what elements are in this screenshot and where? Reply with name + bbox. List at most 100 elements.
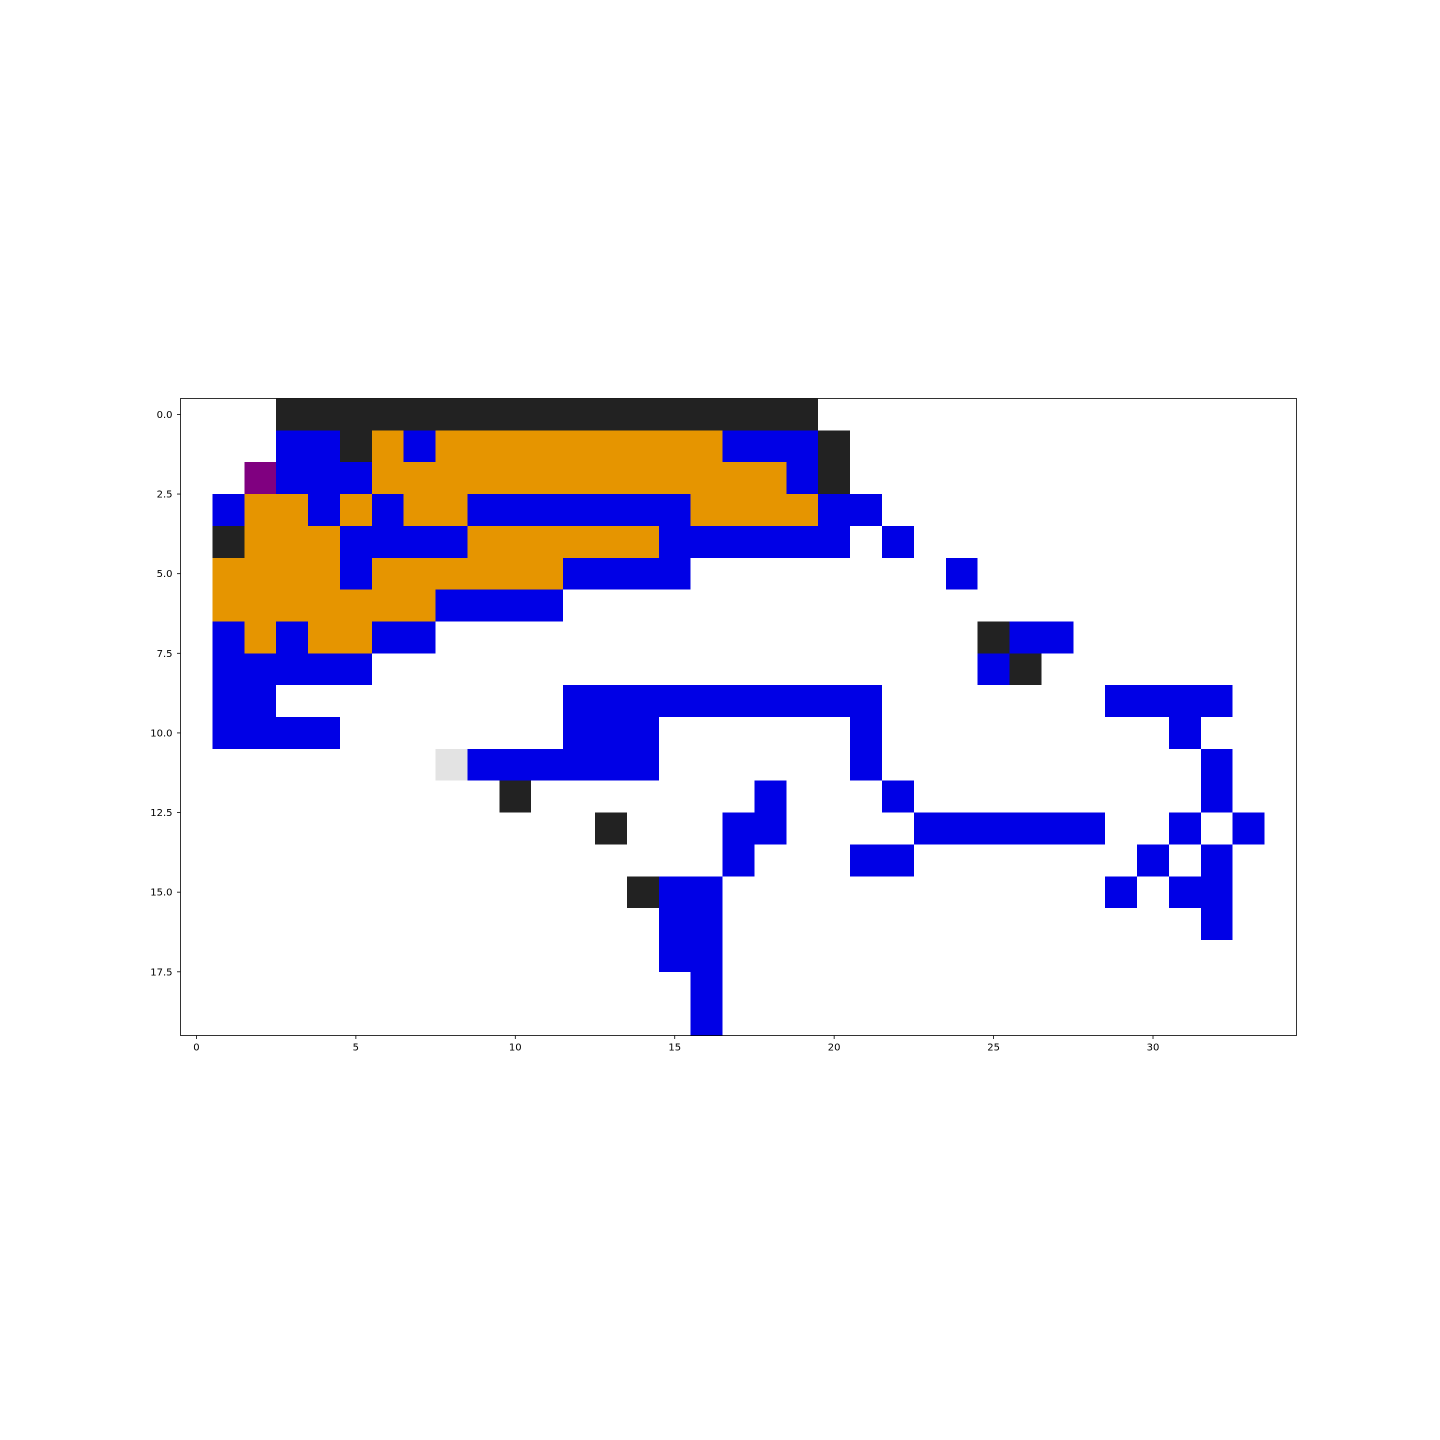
heatmap-cell <box>786 430 819 463</box>
heatmap-cell <box>690 971 724 1005</box>
heatmap-cell <box>881 812 915 845</box>
heatmap-cell <box>371 780 405 814</box>
heatmap-cell <box>435 525 469 559</box>
heatmap-cell <box>945 812 979 845</box>
heatmap-cell <box>435 621 469 654</box>
heatmap-cell <box>244 494 277 527</box>
heatmap-cell <box>1105 844 1138 877</box>
heatmap-cell <box>786 685 819 718</box>
heatmap-cell <box>339 621 373 654</box>
heatmap-cell <box>945 430 979 463</box>
heatmap-cell <box>339 525 373 559</box>
heatmap-cell <box>212 430 245 463</box>
heatmap-cell <box>339 812 373 845</box>
heatmap-cell <box>690 812 724 845</box>
heatmap-cell <box>371 1003 405 1037</box>
heatmap-cell <box>563 525 596 559</box>
heatmap-cell <box>1168 589 1202 623</box>
heatmap-cell <box>658 462 692 495</box>
heatmap-cell <box>1073 717 1106 750</box>
heatmap-cell <box>308 685 341 718</box>
heatmap-cell <box>977 717 1011 750</box>
heatmap-cell <box>850 908 883 941</box>
heatmap-cell <box>881 430 915 463</box>
heatmap-cell <box>595 717 628 750</box>
heatmap-cell <box>850 430 883 463</box>
heatmap-cell <box>1232 653 1266 686</box>
heatmap-cell <box>722 939 756 973</box>
heatmap-cell <box>244 717 277 750</box>
heatmap-cell <box>563 589 596 623</box>
heatmap-cell <box>339 494 373 527</box>
heatmap-cell <box>499 430 532 463</box>
heatmap-cell <box>1137 876 1170 909</box>
heatmap-cell <box>435 589 469 623</box>
heatmap-cell <box>977 876 1011 909</box>
heatmap-cell <box>531 525 564 559</box>
heatmap-cell <box>339 971 373 1005</box>
heatmap-cell <box>1200 812 1234 845</box>
heatmap-cell <box>1009 1003 1043 1037</box>
heatmap-cell <box>977 525 1011 559</box>
heatmap-cell <box>754 1003 787 1037</box>
heatmap-cell <box>1041 621 1074 654</box>
heatmap-cell <box>1105 462 1138 495</box>
heatmap-cell <box>403 1003 437 1037</box>
heatmap-cell <box>308 430 341 463</box>
heatmap-cell <box>690 908 724 941</box>
heatmap-cell <box>499 494 532 527</box>
heatmap-cell <box>754 971 787 1005</box>
heatmap-cell <box>754 621 787 654</box>
heatmap-cell <box>881 494 915 527</box>
heatmap-cell <box>786 844 819 877</box>
heatmap-cell <box>499 557 532 591</box>
heatmap-cell <box>1168 430 1202 463</box>
heatmap-cell <box>818 621 851 654</box>
heatmap-cell <box>403 621 437 654</box>
heatmap-cell <box>1264 494 1298 527</box>
heatmap-cell <box>403 685 437 718</box>
heatmap-cell <box>180 908 213 941</box>
heatmap-cell <box>1200 908 1234 941</box>
heatmap-cell <box>690 685 724 718</box>
heatmap-cell <box>308 1003 341 1037</box>
heatmap-cell <box>945 557 979 591</box>
heatmap-cell <box>818 462 851 495</box>
heatmap-cell <box>499 1003 532 1037</box>
heatmap-cell <box>658 525 692 559</box>
heatmap-cell <box>818 717 851 750</box>
heatmap-cell <box>1073 1003 1106 1037</box>
y-tick-label: 2.5 <box>157 490 173 501</box>
heatmap-cell <box>531 844 564 877</box>
heatmap-cell <box>1009 653 1043 686</box>
heatmap-cell <box>1137 589 1170 623</box>
heatmap-cell <box>435 398 469 431</box>
heatmap-cell <box>1041 462 1074 495</box>
heatmap-cell <box>786 780 819 814</box>
heatmap-cell <box>371 589 405 623</box>
y-tick-label: 12.5 <box>150 808 172 819</box>
heatmap-cell <box>308 494 341 527</box>
heatmap-cell <box>563 557 596 591</box>
heatmap-cell <box>1009 844 1043 877</box>
heatmap-cell <box>1009 430 1043 463</box>
heatmap-cell <box>786 494 819 527</box>
heatmap-cell <box>1137 621 1170 654</box>
heatmap-cell <box>244 812 277 845</box>
heatmap-cell <box>212 653 245 686</box>
heatmap-cell <box>1041 1003 1074 1037</box>
heatmap-cell <box>913 908 947 941</box>
heatmap-cell <box>850 812 883 845</box>
heatmap-cell <box>881 653 915 686</box>
heatmap-cell <box>1264 939 1298 973</box>
heatmap-cell <box>754 717 787 750</box>
heatmap-cell <box>1105 939 1138 973</box>
heatmap-cell <box>626 589 660 623</box>
heatmap-cell <box>658 557 692 591</box>
heatmap-cell <box>1168 398 1202 431</box>
heatmap-cell <box>626 653 660 686</box>
heatmap-cell <box>595 398 628 431</box>
heatmap-cell <box>244 525 277 559</box>
heatmap-cell <box>1137 494 1170 527</box>
heatmap-cell <box>1009 685 1043 718</box>
